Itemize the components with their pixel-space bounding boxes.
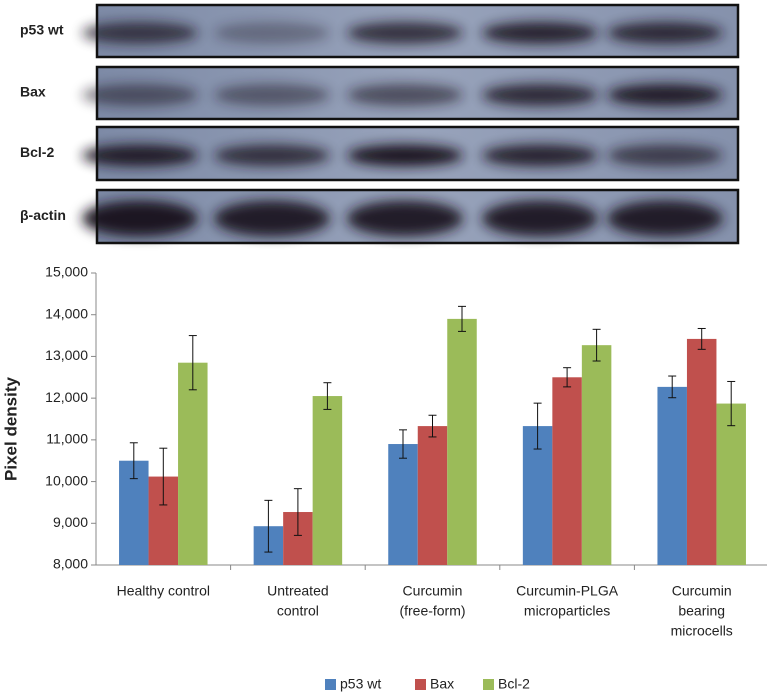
blot-label: β-actin: [20, 207, 66, 223]
y-tick-label: 10,000: [45, 472, 88, 488]
bar: [178, 362, 208, 565]
x-tick-label: Curcumin: [403, 583, 463, 599]
y-tick-label: 11,000: [46, 431, 88, 447]
x-tick-label: Untreated: [267, 583, 328, 599]
error-bar: [563, 367, 572, 388]
x-tick-label: Curcumin: [672, 583, 732, 599]
bar: [417, 426, 448, 565]
x-tick-label: Curcumin-PLGA: [516, 583, 619, 599]
error-bar: [264, 499, 273, 553]
blot-label: p53 wt: [20, 22, 64, 38]
error-bar: [399, 429, 407, 459]
blot-band: [347, 200, 463, 237]
y-tick-label: 14,000: [45, 305, 88, 321]
y-tick-label: 9,000: [53, 514, 88, 530]
blot-band: [607, 144, 723, 167]
error-bar: [188, 335, 197, 391]
blot-band: [482, 200, 598, 237]
bar: [716, 403, 746, 565]
bar: [388, 444, 418, 565]
blot-band: [347, 84, 463, 106]
error-bar: [697, 327, 706, 350]
x-tick-label: microcells: [671, 623, 733, 639]
blot-band: [214, 144, 330, 167]
error-bar: [458, 305, 466, 332]
y-tick-label: 15,000: [45, 264, 88, 280]
legend-swatch: [483, 679, 494, 690]
legend-label: Bcl-2: [498, 676, 530, 692]
blot-band: [347, 22, 463, 44]
x-tick-label: microparticles: [524, 603, 610, 619]
blot-frame: [95, 125, 740, 182]
bar: [447, 318, 477, 565]
error-bar: [428, 414, 437, 438]
blot-band: [482, 144, 598, 167]
blot-panel: p53 wt Bax Bcl-2 β-actin: [20, 3, 740, 245]
blot-frame: [95, 3, 740, 59]
legend-label: Bax: [430, 676, 454, 692]
blot-label: Bax: [20, 84, 46, 100]
chart: 8,000 9,000 10,000 11,000 12,000 13,000 14,000…: [1, 264, 767, 692]
error-bar: [668, 375, 677, 399]
blot-band: [214, 22, 330, 44]
x-tick-label: (free-form): [399, 603, 465, 619]
blot-frame: [95, 188, 740, 245]
error-bar: [592, 328, 601, 362]
bar: [581, 345, 612, 565]
error-bar: [293, 488, 302, 536]
bar: [657, 386, 687, 565]
blot-band: [482, 84, 598, 106]
error-bar: [129, 442, 138, 480]
blot-band: [214, 84, 330, 106]
legend-swatch: [325, 679, 336, 690]
blot-band: [82, 22, 198, 44]
bar: [312, 396, 343, 565]
error-bar: [323, 382, 332, 410]
error-bar: [159, 447, 168, 506]
y-axis-label: Pixel density: [1, 376, 20, 480]
bar: [552, 377, 582, 565]
legend-swatch: [415, 679, 426, 690]
bar: [686, 338, 717, 565]
blot-frame: [95, 65, 740, 121]
blot-band: [607, 22, 723, 44]
blot-band: [607, 84, 723, 106]
legend-label: p53 wt: [340, 676, 381, 692]
x-tick-label: Healthy control: [117, 583, 210, 599]
blot-band: [82, 200, 198, 237]
blot-band: [347, 144, 463, 167]
y-tick-label: 8,000: [53, 556, 88, 572]
blot-band: [607, 200, 723, 237]
y-tick-label: 13,000: [45, 347, 88, 363]
blot-band: [82, 144, 198, 167]
error-bar: [727, 380, 736, 427]
error-bar: [533, 402, 542, 450]
x-tick-label: bearing: [678, 603, 725, 619]
y-tick-label: 12,000: [45, 389, 88, 405]
blot-band: [482, 22, 598, 44]
blot-label: Bcl-2: [20, 144, 54, 160]
blot-band: [82, 84, 198, 106]
blot-band: [214, 200, 330, 237]
x-tick-label: control: [277, 603, 319, 619]
